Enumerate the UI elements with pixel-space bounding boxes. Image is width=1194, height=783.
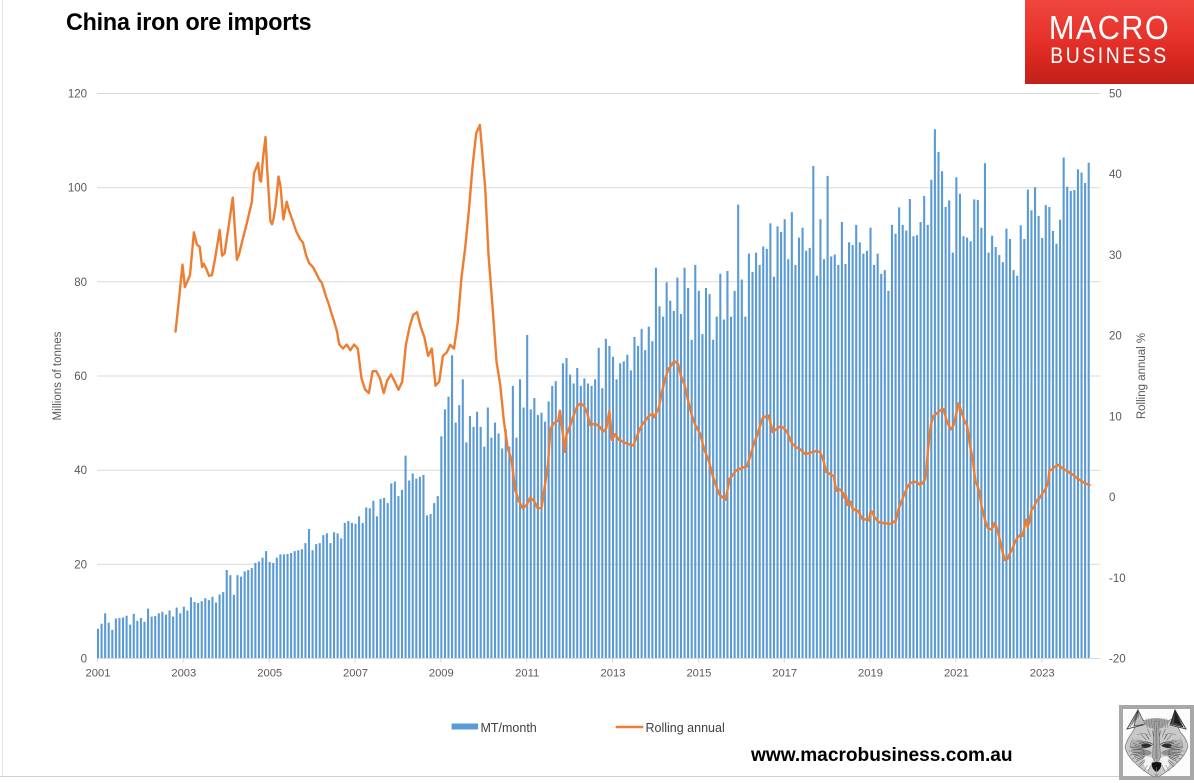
svg-text:Rolling annual: Rolling annual <box>646 721 725 735</box>
svg-text:2003: 2003 <box>171 668 196 680</box>
svg-text:2015: 2015 <box>686 668 711 680</box>
svg-text:2009: 2009 <box>429 668 454 680</box>
svg-text:2005: 2005 <box>257 668 282 680</box>
svg-text:60: 60 <box>74 371 87 383</box>
svg-text:40: 40 <box>74 465 87 477</box>
svg-text:2021: 2021 <box>944 668 969 680</box>
svg-text:30: 30 <box>1109 250 1122 262</box>
svg-text:20: 20 <box>1109 331 1122 343</box>
svg-text:-20: -20 <box>1109 654 1126 666</box>
svg-text:Millions of tonnes: Millions of tonnes <box>52 331 64 420</box>
svg-text:20: 20 <box>74 559 87 571</box>
svg-text:80: 80 <box>74 277 87 289</box>
svg-text:2001: 2001 <box>86 668 111 680</box>
svg-text:MT/month: MT/month <box>481 721 537 735</box>
svg-text:-10: -10 <box>1109 573 1126 585</box>
svg-text:2023: 2023 <box>1030 668 1055 680</box>
svg-text:2019: 2019 <box>858 668 883 680</box>
svg-text:40: 40 <box>1109 169 1122 181</box>
svg-text:2017: 2017 <box>772 668 797 680</box>
svg-text:Rolling annual %: Rolling annual % <box>1136 333 1148 419</box>
svg-text:100: 100 <box>68 183 87 195</box>
svg-text:2011: 2011 <box>515 668 539 680</box>
svg-text:10: 10 <box>1109 411 1122 423</box>
svg-text:50: 50 <box>1109 89 1122 101</box>
svg-text:120: 120 <box>68 89 87 101</box>
svg-text:0: 0 <box>81 654 87 666</box>
svg-text:2013: 2013 <box>601 668 626 680</box>
svg-text:2007: 2007 <box>343 668 368 680</box>
svg-text:0: 0 <box>1109 492 1115 504</box>
